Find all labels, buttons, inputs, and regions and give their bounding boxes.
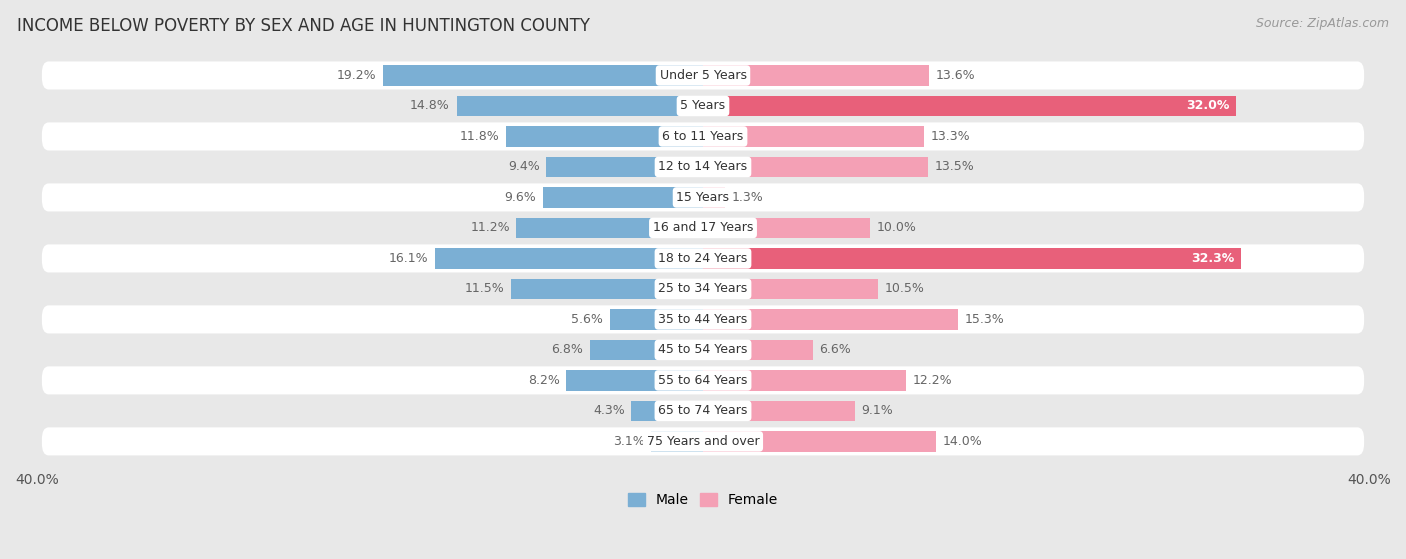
Bar [703, 370, 907, 391]
Bar [703, 217, 869, 238]
Text: 14.8%: 14.8% [411, 100, 450, 112]
Bar [512, 278, 703, 299]
Text: 9.6%: 9.6% [505, 191, 537, 204]
Text: 35 to 44 Years: 35 to 44 Years [658, 313, 748, 326]
Bar [703, 65, 929, 86]
Text: 45 to 54 Years: 45 to 54 Years [658, 343, 748, 357]
FancyBboxPatch shape [42, 92, 1364, 120]
Bar [543, 187, 703, 208]
Bar [610, 309, 703, 330]
FancyBboxPatch shape [42, 214, 1364, 242]
Bar [434, 248, 703, 269]
Bar [567, 370, 703, 391]
Text: 13.3%: 13.3% [931, 130, 970, 143]
FancyBboxPatch shape [42, 275, 1364, 303]
Text: 12 to 14 Years: 12 to 14 Years [658, 160, 748, 173]
Text: 1.3%: 1.3% [731, 191, 763, 204]
Text: 15 Years: 15 Years [676, 191, 730, 204]
Legend: Male, Female: Male, Female [623, 488, 783, 513]
Bar [631, 401, 703, 421]
Text: 25 to 34 Years: 25 to 34 Years [658, 282, 748, 295]
Text: 9.1%: 9.1% [862, 404, 893, 418]
FancyBboxPatch shape [42, 397, 1364, 425]
Text: 32.3%: 32.3% [1191, 252, 1234, 265]
Bar [703, 96, 1236, 116]
Bar [703, 339, 813, 361]
Text: 32.0%: 32.0% [1185, 100, 1229, 112]
Text: 6 to 11 Years: 6 to 11 Years [662, 130, 744, 143]
Bar [703, 401, 855, 421]
Text: 9.4%: 9.4% [508, 160, 540, 173]
Text: 11.8%: 11.8% [460, 130, 499, 143]
Text: 5 Years: 5 Years [681, 100, 725, 112]
Text: 16.1%: 16.1% [388, 252, 429, 265]
Text: 4.3%: 4.3% [593, 404, 624, 418]
Text: 8.2%: 8.2% [527, 374, 560, 387]
Text: 19.2%: 19.2% [337, 69, 377, 82]
Text: 18 to 24 Years: 18 to 24 Years [658, 252, 748, 265]
Text: 10.5%: 10.5% [884, 282, 924, 295]
Text: 16 and 17 Years: 16 and 17 Years [652, 221, 754, 234]
FancyBboxPatch shape [42, 244, 1364, 272]
Bar [516, 217, 703, 238]
Bar [703, 248, 1241, 269]
Text: 55 to 64 Years: 55 to 64 Years [658, 374, 748, 387]
Bar [703, 126, 925, 147]
Text: 15.3%: 15.3% [965, 313, 1004, 326]
Bar [651, 431, 703, 452]
Text: INCOME BELOW POVERTY BY SEX AND AGE IN HUNTINGTON COUNTY: INCOME BELOW POVERTY BY SEX AND AGE IN H… [17, 17, 591, 35]
Text: 14.0%: 14.0% [943, 435, 983, 448]
Text: 13.5%: 13.5% [935, 160, 974, 173]
FancyBboxPatch shape [42, 366, 1364, 395]
Text: 6.8%: 6.8% [551, 343, 583, 357]
FancyBboxPatch shape [42, 336, 1364, 364]
Bar [547, 157, 703, 177]
Bar [703, 431, 936, 452]
FancyBboxPatch shape [42, 122, 1364, 150]
Bar [457, 96, 703, 116]
Bar [703, 309, 957, 330]
Text: 13.6%: 13.6% [936, 69, 976, 82]
Text: Source: ZipAtlas.com: Source: ZipAtlas.com [1256, 17, 1389, 30]
Bar [384, 65, 703, 86]
Text: 3.1%: 3.1% [613, 435, 645, 448]
Text: 5.6%: 5.6% [571, 313, 603, 326]
Text: Under 5 Years: Under 5 Years [659, 69, 747, 82]
FancyBboxPatch shape [42, 153, 1364, 181]
Text: 11.2%: 11.2% [470, 221, 510, 234]
Text: 12.2%: 12.2% [912, 374, 952, 387]
FancyBboxPatch shape [42, 61, 1364, 89]
Bar [589, 339, 703, 361]
FancyBboxPatch shape [42, 183, 1364, 211]
Bar [506, 126, 703, 147]
Text: 11.5%: 11.5% [465, 282, 505, 295]
Bar [703, 157, 928, 177]
Text: 10.0%: 10.0% [876, 221, 917, 234]
FancyBboxPatch shape [42, 305, 1364, 334]
Text: 75 Years and over: 75 Years and over [647, 435, 759, 448]
FancyBboxPatch shape [42, 428, 1364, 456]
Bar [703, 278, 877, 299]
Text: 65 to 74 Years: 65 to 74 Years [658, 404, 748, 418]
Text: 6.6%: 6.6% [820, 343, 851, 357]
Bar [703, 187, 724, 208]
